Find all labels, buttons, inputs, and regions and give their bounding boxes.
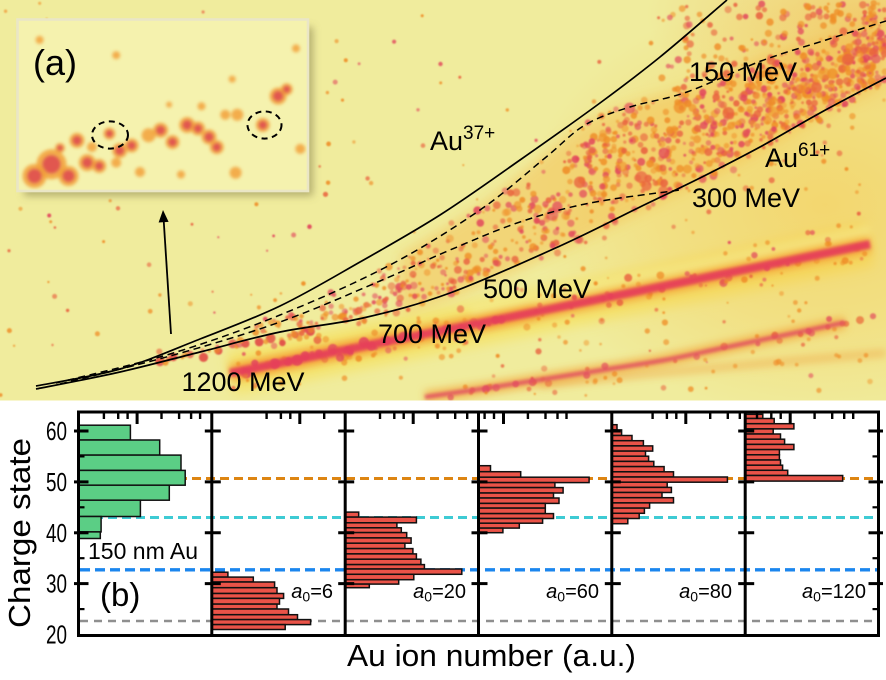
svg-text:a0=120: a0=120 <box>802 581 866 605</box>
svg-text:30: 30 <box>46 569 67 599</box>
svg-text:700 MeV: 700 MeV <box>378 319 486 349</box>
svg-text:20: 20 <box>46 620 67 650</box>
svg-text:500 MeV: 500 MeV <box>483 274 591 304</box>
svg-text:a0=60: a0=60 <box>546 581 599 605</box>
svg-text:Charge state: Charge state <box>2 438 37 628</box>
svg-text:(a): (a) <box>33 42 77 83</box>
svg-text:a0=80: a0=80 <box>679 581 732 605</box>
svg-text:1200 MeV: 1200 MeV <box>181 367 304 397</box>
svg-text:40: 40 <box>46 518 67 548</box>
svg-text:300 MeV: 300 MeV <box>692 183 800 213</box>
svg-text:(b): (b) <box>100 576 140 613</box>
svg-text:a0=6: a0=6 <box>291 581 333 605</box>
svg-text:60: 60 <box>46 416 67 446</box>
svg-text:150 MeV: 150 MeV <box>689 57 797 87</box>
svg-text:Au ion number (a.u.): Au ion number (a.u.) <box>347 638 636 673</box>
svg-text:150 nm Au: 150 nm Au <box>88 538 198 564</box>
svg-text:50: 50 <box>46 467 67 497</box>
svg-text:a0=20: a0=20 <box>413 581 466 605</box>
